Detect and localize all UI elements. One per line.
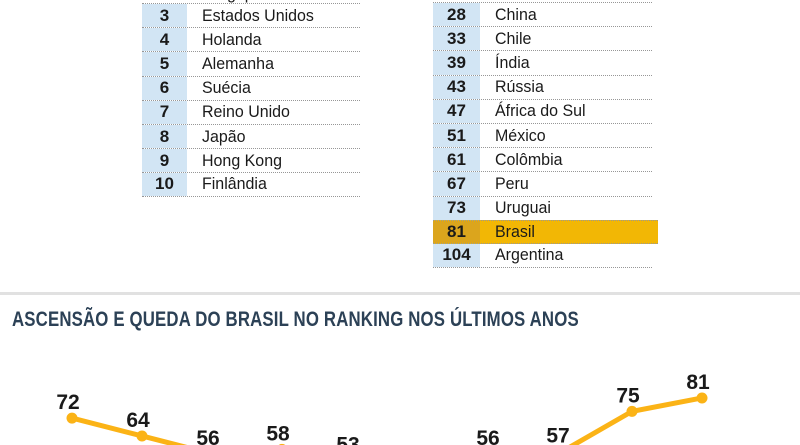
country-cell: Estados Unidos [202, 5, 314, 25]
rank-cell: 6 [142, 76, 187, 100]
country-cell: Colômbia [495, 149, 563, 169]
rank-cell: 7 [142, 100, 187, 124]
country-cell: Reino Unido [202, 102, 290, 122]
country-cell: Índia [495, 52, 530, 72]
rank-cell: 104 [433, 243, 480, 268]
rank-cell: 28 [433, 3, 480, 27]
rank-cell: 39 [433, 51, 480, 75]
country-cell: Japão [202, 126, 246, 146]
rank-cell: 43 [433, 75, 480, 99]
country-cell: Cingapura [203, 0, 277, 3]
table-row: 3 Estados Unidos [142, 3, 360, 28]
data-point-label: 56 [196, 427, 219, 445]
rank-cell: 8 [142, 124, 187, 149]
rank-cell: 73 [433, 196, 480, 220]
table-row: 67 Peru [433, 171, 652, 196]
country-cell: China [495, 4, 537, 24]
data-point-label: 56 [476, 427, 499, 445]
rank-cell: 51 [433, 123, 480, 148]
data-point-marker [696, 392, 708, 404]
table-row: 4 Holanda [142, 27, 360, 52]
section-divider [0, 292, 800, 295]
data-point-label: 57 [546, 425, 569, 445]
table-row: 73 Uruguai [433, 195, 652, 220]
table-row: 39 Índia [433, 50, 652, 75]
data-point-marker [626, 405, 638, 417]
rank-cell: 81 [433, 220, 480, 243]
data-point-marker [136, 430, 148, 442]
table-row: 10 Finlândia [142, 172, 360, 197]
data-point-marker [66, 412, 78, 424]
table-row: 81 Brasil [433, 219, 658, 244]
rank-cell: 5 [142, 52, 187, 76]
rank-cell: 4 [142, 28, 187, 52]
country-cell: Peru [495, 173, 529, 193]
table-row: 8 Japão [142, 123, 360, 149]
rank-cell: 33 [433, 27, 480, 51]
country-cell: Chile [495, 28, 532, 48]
ranking-table-top10: Cingapura 3 Estados Unidos 4 Holanda 5 Alemanh… [142, 0, 360, 197]
rank-cell: 47 [433, 99, 480, 123]
data-point-label: 58 [266, 422, 290, 445]
table-row: 28 China [433, 2, 652, 27]
table-row: 47 África do Sul [433, 98, 652, 123]
table-row: 104 Argentina [433, 243, 652, 269]
table-row: 43 Rússia [433, 74, 652, 99]
country-cell: Argentina [495, 245, 564, 265]
data-point-label: 53 [336, 434, 359, 445]
table-row: 61 Colômbia [433, 147, 652, 172]
country-cell: África do Sul [495, 101, 586, 121]
country-cell: Holanda [202, 29, 262, 49]
trend-line [568, 395, 705, 445]
ranking-table-emerging: 28 China 33 Chile 39 Índia 43 Rússia 47 África do… [433, 2, 658, 269]
data-point-label: 81 [686, 371, 710, 394]
data-point-label: 64 [126, 409, 150, 432]
rank-cell: 9 [142, 149, 187, 173]
country-cell: Alemanha [202, 53, 274, 73]
table-row: 5 Alemanha [142, 51, 360, 76]
table-row: 7 Reino Unido [142, 99, 360, 124]
rank-cell: 10 [142, 173, 187, 196]
table-row: 33 Chile [433, 26, 652, 51]
section-title: ASCENSÃO E QUEDA DO BRASIL NO RANKING NO… [12, 308, 579, 331]
clipped-row: Cingapura [142, 0, 360, 3]
country-cell: Uruguai [495, 198, 551, 218]
trend-line [69, 415, 188, 445]
table-row: 51 México [433, 122, 652, 148]
data-point-label: 72 [56, 391, 79, 414]
country-cell: Rússia [495, 77, 544, 97]
country-cell: Hong Kong [202, 150, 282, 170]
rank-cell: 3 [142, 4, 187, 28]
rank-cell: 61 [433, 148, 480, 172]
country-cell: México [495, 125, 546, 145]
country-cell: Brasil [495, 221, 535, 241]
data-point-label: 75 [616, 384, 640, 407]
table-row: 9 Hong Kong [142, 148, 360, 173]
country-cell: Finlândia [202, 174, 267, 194]
table-row: 6 Suécia [142, 75, 360, 100]
country-cell: Suécia [202, 78, 251, 98]
rank-cell: 67 [433, 172, 480, 196]
